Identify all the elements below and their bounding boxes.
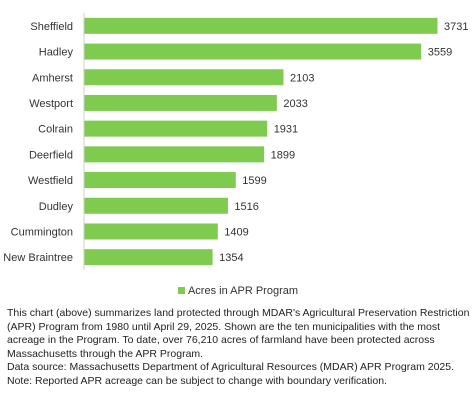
category-label: Sheffield: [30, 21, 73, 33]
data-label: 1899: [271, 149, 295, 161]
data-label: 3731: [444, 21, 468, 33]
legend: Acres in APR Program: [0, 285, 476, 297]
data-label: 2103: [290, 72, 314, 84]
data-label: 1599: [242, 175, 266, 187]
chart-description: This chart (above) summarizes land prote…: [7, 307, 470, 360]
category-label: Cummington: [11, 226, 73, 238]
data-label: 3559: [428, 47, 452, 59]
category-label: Hadley: [39, 47, 74, 59]
bar: [84, 17, 438, 34]
category-label: Colrain: [38, 124, 73, 136]
bar: [84, 223, 218, 240]
data-label: 2033: [283, 98, 307, 110]
data-label: 1354: [219, 252, 243, 264]
data-label: 1516: [234, 201, 258, 213]
bar: [84, 120, 268, 137]
data-label: 1931: [274, 124, 298, 136]
bar: [84, 249, 213, 266]
bar: [84, 94, 277, 111]
legend-label: Acres in APR Program: [187, 285, 299, 297]
category-label: Deerfield: [29, 149, 73, 161]
data-label: 1409: [224, 226, 248, 238]
bar: [84, 197, 228, 214]
bar: [84, 69, 284, 86]
chart-notes: This chart (above) summarizes land prote…: [7, 307, 473, 388]
category-label: Westport: [29, 98, 73, 110]
chart: Sheffield 3731 Hadley 3559 Amherst 2103 Westpo…: [3, 13, 468, 270]
bar: [84, 43, 422, 60]
category-label: Amherst: [32, 72, 73, 84]
acreage-note: Note: Reported APR acreage can be subjec…: [7, 374, 387, 387]
category-label: Westfield: [28, 175, 73, 187]
category-label: Dudley: [39, 201, 74, 213]
legend-swatch: [177, 287, 185, 294]
bar-chart-svg: Sheffield 3731 Hadley 3559 Amherst 2103 Westpo…: [3, 13, 468, 270]
data-source: Data source: Massachusetts Department of…: [7, 361, 455, 373]
bar: [84, 172, 236, 189]
bar: [84, 146, 265, 163]
category-label: New Braintree: [3, 252, 73, 264]
